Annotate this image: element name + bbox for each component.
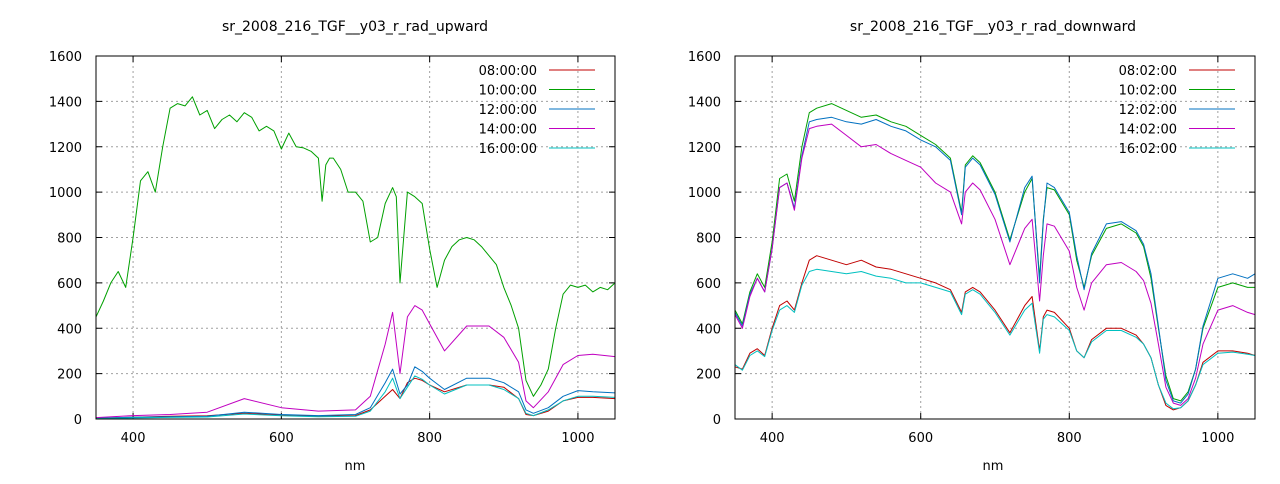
y-tick-label: 0 (713, 413, 721, 428)
legend-label: 14:02:00 (1119, 123, 1177, 138)
series-line-10-00-00 (95, 96, 616, 397)
y-tick-label: 0 (74, 413, 82, 428)
x-tick-label: 600 (908, 431, 933, 446)
chart-title: sr_2008_216_TGF__y03_r_rad_upward (222, 19, 488, 35)
legend-label: 12:00:00 (479, 103, 537, 118)
y-tick-label: 400 (57, 322, 82, 337)
x-tick-label: 400 (760, 431, 785, 446)
chart-downward: sr_2008_216_TGF__y03_r_rad_downward nm 4… (688, 19, 1256, 474)
series-line-12-00-00 (95, 366, 616, 419)
legend-label: 08:02:00 (1119, 64, 1177, 79)
y-tick-label: 1200 (49, 141, 82, 156)
x-axis-label: nm (345, 459, 366, 474)
x-tick-label: 1000 (1201, 431, 1234, 446)
legend-label: 12:02:00 (1119, 103, 1177, 118)
legend-label: 16:02:00 (1119, 142, 1177, 157)
x-tick-label: 800 (1057, 431, 1082, 446)
y-tick-label: 200 (696, 368, 721, 383)
legend-label: 10:02:00 (1119, 84, 1177, 99)
y-tick-label: 800 (696, 232, 721, 247)
series-line-08-00-00 (95, 377, 616, 419)
y-tick-label: 1400 (688, 95, 721, 110)
y-tick-label: 1400 (49, 95, 82, 110)
legend-label: 16:00:00 (479, 142, 537, 157)
series-line-16-00-00 (95, 375, 616, 419)
x-tick-label: 400 (121, 431, 146, 446)
y-tick-label: 800 (57, 232, 82, 247)
y-tick-label: 1600 (688, 50, 721, 65)
y-tick-label: 1000 (688, 186, 721, 201)
series-line-12-02-00 (734, 116, 1256, 404)
series-line-10-02-00 (734, 103, 1255, 402)
x-tick-label: 600 (269, 431, 294, 446)
x-tick-label: 800 (417, 431, 442, 446)
series-line-14-00-00 (95, 305, 616, 419)
x-tick-label: 1000 (561, 431, 594, 446)
series-line-14-02-00 (734, 123, 1256, 406)
chart-upward: sr_2008_216_TGF__y03_r_rad_upward nm 400… (49, 19, 616, 474)
y-tick-label: 600 (57, 277, 82, 292)
legend-label: 10:00:00 (479, 84, 537, 99)
legend-label: 14:00:00 (479, 123, 537, 138)
series-line-16-02-00 (734, 268, 1256, 410)
y-tick-label: 600 (696, 277, 721, 292)
y-tick-label: 200 (57, 368, 82, 383)
legend-label: 08:00:00 (479, 64, 537, 79)
y-tick-label: 1000 (49, 186, 82, 201)
chart-title: sr_2008_216_TGF__y03_r_rad_downward (850, 19, 1136, 35)
y-tick-label: 1200 (688, 141, 721, 156)
series-line-08-02-00 (734, 255, 1256, 411)
plot-frame (734, 55, 1256, 420)
plot-frame (95, 55, 616, 420)
y-tick-label: 400 (696, 322, 721, 337)
x-axis-label: nm (983, 459, 1004, 474)
y-tick-label: 1600 (49, 50, 82, 65)
